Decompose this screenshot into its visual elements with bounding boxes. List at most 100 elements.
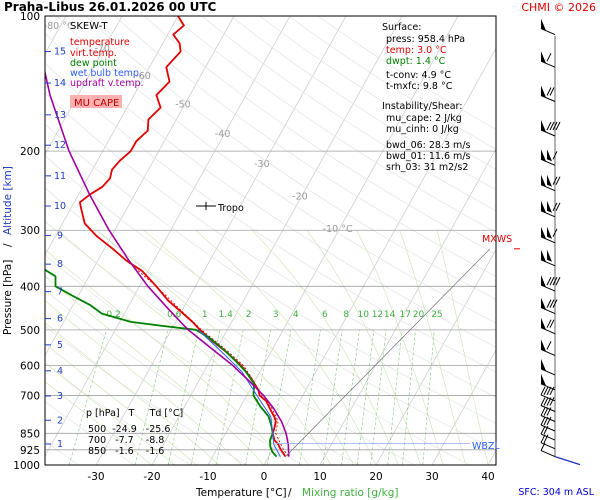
y-tick-label: 500: [20, 325, 40, 337]
mixing-ratio-line: [341, 329, 360, 465]
wbzl-label: WBZL: [472, 441, 500, 452]
moist-adiabat: [45, 322, 220, 465]
moist-adiabat: [97, 229, 332, 465]
series-updraft-v-temp: [45, 68, 290, 457]
wind-barb-flag: [540, 442, 546, 451]
x-tick-label: 30: [425, 471, 438, 483]
mixing-ratio-label: 14: [384, 310, 396, 320]
moist-adiabat: [45, 343, 197, 465]
dry-adiabat: [45, 62, 496, 373]
wind-barb: [540, 200, 561, 218]
wind-barb-flag: [540, 434, 546, 443]
isotherm-line: [45, 16, 235, 357]
wind-barb-pennant: [547, 149, 552, 162]
mixing-ratio-label: 1: [202, 310, 208, 320]
wind-barb-shaft: [540, 433, 556, 441]
mixing-ratio-label: 4: [293, 310, 299, 320]
wind-barb-flag: [546, 319, 552, 328]
wind-barb: [540, 18, 556, 36]
wind-barb-flag: [552, 202, 558, 212]
surface-heading: Surface:: [382, 22, 421, 33]
wind-barb-shaft: [540, 442, 556, 450]
wind-barb-pennant: [541, 373, 546, 386]
wind-barb-shaft: [540, 348, 556, 356]
moist-adiabat: [437, 230, 489, 465]
mixing-ratio-line: [370, 329, 387, 465]
moist-adiabat: [399, 230, 466, 465]
altitude-tick-label: 15: [54, 47, 66, 58]
wind-barb-flag: [549, 87, 555, 96]
series-virt-temp: [125, 259, 290, 457]
isotherm-label: -30: [254, 159, 270, 170]
x-tick-label: -20: [143, 471, 160, 483]
wind-barb-pennant: [547, 226, 552, 239]
moist-adiabat: [306, 230, 422, 465]
dry-adiabat: [56, 16, 496, 324]
moist-adiabat: [251, 229, 399, 465]
wind-barb-flag: [549, 319, 555, 328]
moist-adiabat: [57, 229, 310, 465]
wind-barb-pennant: [541, 200, 546, 213]
wind-barb-flag: [546, 87, 552, 96]
isotherm-label: -50: [175, 100, 191, 111]
isotherm-line: [45, 16, 179, 256]
wind-barb-pennant: [541, 51, 546, 64]
y-tick-label: 200: [20, 146, 40, 158]
wind-barb-pennant: [541, 18, 546, 31]
mixing-ratio-label: 3: [273, 310, 279, 320]
wind-barb-shaft: [540, 28, 556, 36]
instability-bwd-01: bwd_01: 11.6 m/s: [386, 151, 471, 162]
wind-barb-shaft: [540, 236, 556, 244]
series-wet-bulb-temp: [197, 329, 281, 457]
moist-adiabat: [195, 229, 377, 465]
wind-barb-flag: [540, 407, 546, 416]
wind-barb-pennant: [547, 200, 552, 213]
altitude-tick-label: 7: [57, 287, 63, 298]
wind-barb-flag: [552, 299, 558, 308]
wind-barb-flag: [543, 386, 549, 396]
wind-barb-shaft: [540, 184, 556, 192]
isotherm-line: [45, 16, 123, 156]
y-tick-label: 700: [20, 390, 40, 402]
y-tick-label: 600: [20, 360, 40, 372]
wind-barb-flag: [546, 416, 552, 426]
sfc-label: SFC: 304 m ASL: [518, 487, 594, 498]
isotherm-line: [151, 16, 403, 465]
wind-barb-flag: [549, 386, 555, 396]
instability-box: Instability/Shear: mu_cape: 2 J/kg mu_ci…: [382, 101, 471, 173]
wind-barb: [540, 407, 556, 422]
wind-barb-flag: [552, 276, 558, 286]
y-tick-label: 400: [20, 281, 40, 293]
wind-barb-shaft: [540, 450, 556, 458]
wind-barb: [540, 358, 556, 376]
dry-adiabat: [85, 16, 496, 300]
legend-item-dew-point: dew point: [70, 58, 117, 69]
wind-barb-pennant: [541, 339, 546, 352]
moist-adiabat: [45, 381, 153, 465]
surface-press: press: 958.4 hPa: [386, 34, 465, 45]
wind-barb: [540, 317, 556, 335]
wind-barb-flag: [543, 416, 549, 426]
wind-barb-flag: [543, 407, 549, 416]
surface-wind-vector: [554, 456, 581, 466]
altitude-tick-label: 6: [57, 314, 63, 325]
mixing-ratio-label: 8: [343, 310, 349, 320]
y-tick-label: 850: [20, 428, 40, 440]
legend-item-wet-bulb: wet bulb temp.: [70, 68, 142, 79]
wind-barb-flag: [546, 397, 552, 406]
isotherm-label: -70: [94, 44, 110, 55]
legend-item-virt-temp: virt.temp.: [70, 48, 117, 59]
isotherm-label: -20: [292, 191, 308, 202]
mixing-ratio-label: 6: [322, 310, 328, 320]
legend-heading: SKEW-T: [70, 21, 108, 32]
mixing-ratio-label: 2: [246, 310, 252, 320]
surface-temp: temp: 3.0 °C: [386, 45, 447, 56]
dry-adiabat: [45, 32, 496, 348]
instability-bwd-06: bwd_06: 28.3 m/s: [386, 140, 471, 151]
wind-barb-pennant: [547, 249, 552, 262]
wind-barb-shaft: [540, 158, 556, 166]
wind-barb-pennant: [547, 174, 552, 187]
mixing-ratio-label: 25: [431, 310, 442, 320]
